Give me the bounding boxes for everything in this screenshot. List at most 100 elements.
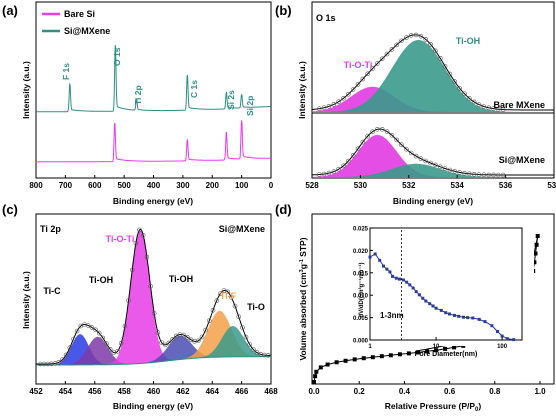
data-point [355, 146, 361, 152]
data-point [374, 127, 380, 132]
data-point [251, 347, 256, 352]
y-axis-label-b: Intensity (a.u.) [297, 61, 307, 119]
data-point [433, 48, 438, 54]
data-point [466, 171, 472, 177]
data-point [452, 79, 458, 84]
data-point [181, 332, 186, 338]
x-tick-label: 0 [269, 181, 274, 190]
data-point [254, 350, 260, 355]
marker-adsorption [534, 242, 539, 247]
marker-adsorption [532, 260, 537, 265]
x-tick-label: 100 [235, 181, 249, 190]
panel-label-d: (d) [275, 202, 292, 217]
envelope [36, 228, 271, 365]
data-point [203, 327, 208, 333]
panel-d: (d) 0.0 0.2 0.4 0.6 0.8 1.0 Relative Pressure… [275, 202, 555, 413]
data-point [196, 338, 201, 344]
y-axis-label-c: Intensity (a.u.) [21, 271, 31, 329]
inset-x-tick-label: 1 [368, 344, 372, 350]
inset-marker [421, 296, 425, 300]
inset-marker [394, 276, 398, 280]
fit-ti-oh [312, 40, 554, 112]
data-point [394, 137, 400, 143]
inset-x-tick-label: 100 [497, 344, 508, 350]
marker-adsorption [313, 374, 318, 379]
data-point [74, 328, 80, 334]
inset-marker [401, 278, 405, 282]
inset-marker [368, 255, 372, 259]
background-line [36, 356, 271, 366]
data-point [466, 96, 472, 101]
data-point [71, 336, 76, 342]
data-point [452, 169, 458, 174]
data-point [96, 330, 102, 336]
data-point [45, 361, 51, 367]
x-tick-label: 454 [59, 387, 73, 396]
y-axis-label-d-end: STP) [298, 237, 308, 259]
legend-label-bare-si: Bare Si [64, 9, 95, 19]
x-tick-label: 466 [235, 387, 249, 396]
label-ti-o: Ti-O [247, 302, 265, 312]
data-point [207, 318, 212, 324]
data-point [336, 166, 341, 172]
inset-marker [431, 304, 435, 308]
marker-adsorption [397, 352, 402, 357]
data-point [462, 170, 467, 176]
marker-adsorption [533, 251, 538, 256]
x-ticks-d: 0.0 0.2 0.4 0.6 0.8 1.0 [308, 381, 546, 396]
data-point [500, 107, 506, 112]
data-point [151, 311, 157, 316]
inset-marker [457, 314, 461, 318]
marker-adsorption [325, 362, 330, 367]
marker-adsorption [343, 358, 348, 363]
inset-y-tick-label: 0.025 [353, 227, 369, 233]
axes-frame-d [311, 213, 555, 385]
label-ti-oh-b: Ti-OH [456, 36, 480, 46]
x-axis-label-d-main: Relative Pressure (P/P [385, 401, 476, 411]
x-ticks-a: 800 700 600 500 400 300 200 100 0 [29, 175, 274, 190]
data-point [133, 240, 139, 246]
x-axis-label-c: Binding energy (eV) [113, 401, 193, 411]
annotation-f1s: F 1s [61, 63, 71, 80]
data-point [148, 283, 153, 289]
data-point [365, 71, 371, 77]
inset-marker [428, 302, 432, 306]
fit-ti-oh [312, 163, 554, 177]
fit-ti-f [36, 310, 271, 365]
panel-label-c: (c) [2, 202, 18, 217]
panel-b: (b) 528 530 532 534 536 538 O 1s Ti-O-Ti Ti-O… [275, 1, 556, 206]
data-point [404, 35, 409, 40]
data-point [428, 41, 433, 47]
x-tick-label: 800 [29, 181, 43, 190]
data-point [122, 323, 128, 329]
inset-marker [385, 267, 389, 271]
inset-marker [496, 330, 499, 333]
data-point [60, 357, 65, 363]
x-tick-label: 600 [88, 181, 102, 190]
inset-marker [477, 317, 481, 321]
data-point [137, 227, 142, 233]
inset-marker [439, 308, 443, 312]
label-ti-f: Ti-F [220, 291, 237, 301]
marker-adsorption [314, 369, 319, 374]
data-point [107, 346, 113, 352]
data-point [225, 289, 230, 295]
marker-adsorption [452, 345, 457, 350]
data-point [370, 66, 375, 71]
x-tick-label: 0.4 [399, 387, 411, 396]
data-point [214, 298, 219, 304]
marker-adsorption [416, 350, 420, 355]
label-ti-oh-2: Ti-OH [169, 274, 193, 284]
y-axis-label-d: Volume absorbed (cm3g-1 STP) [298, 237, 308, 360]
label-ti-oh-1: Ti-OH [89, 275, 113, 285]
data-point [321, 171, 327, 177]
data-point [67, 345, 73, 351]
data-point [129, 267, 135, 273]
data-point [170, 336, 175, 342]
data-point [236, 314, 241, 320]
inset-marker [434, 306, 438, 310]
title-b: O 1s [316, 13, 336, 23]
data-point [229, 294, 234, 300]
inset-marker [453, 313, 456, 317]
x-tick-label: 200 [206, 181, 220, 190]
